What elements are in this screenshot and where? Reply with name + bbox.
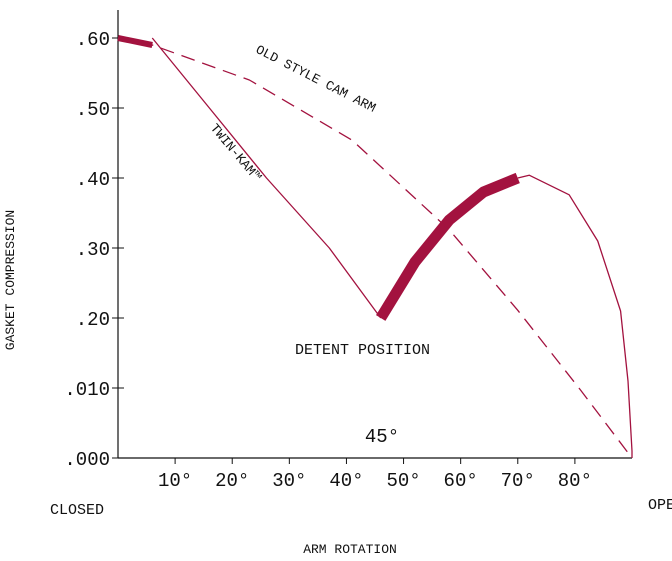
annotation: CLOSED (50, 502, 104, 519)
x-tick-label: 50° (386, 470, 420, 492)
series-line (117, 37, 633, 459)
y-tick-label: .000 (64, 449, 110, 471)
x-tick-label: 30° (272, 470, 306, 492)
annotation: DETENT POSITION (295, 342, 430, 359)
series-line (151, 37, 382, 319)
y-tick-label: .20 (76, 309, 110, 331)
y-tick-label: .60 (76, 29, 110, 51)
annotation: OPEN (648, 497, 672, 514)
series-line (517, 174, 633, 458)
x-tick-label: 60° (444, 470, 478, 492)
y-tick-label: .50 (76, 99, 110, 121)
annotation: OLD STYLE CAM ARM (253, 42, 378, 116)
x-tick-label: 40° (329, 470, 363, 492)
x-tick-label: 70° (501, 470, 535, 492)
annotation: 45° (365, 426, 399, 448)
x-tick-label: 80° (558, 470, 592, 492)
y-tick-label: .40 (76, 169, 110, 191)
x-axis-label: ARM ROTATION (303, 542, 397, 557)
series-line (376, 172, 520, 321)
y-axis-label: GASKET COMPRESSION (3, 210, 18, 350)
annotation: TWIN-KAM™ (207, 121, 264, 185)
x-tick-label: 20° (215, 470, 249, 492)
y-tick-label: .30 (76, 239, 110, 261)
y-tick-label: .010 (64, 379, 110, 401)
x-tick-label: 10° (158, 470, 192, 492)
